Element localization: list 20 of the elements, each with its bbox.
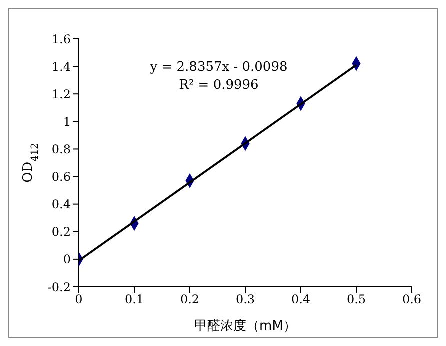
x-tick-label: 0.5	[346, 292, 366, 307]
y-tick-label: 0	[63, 252, 71, 267]
y-tick-label: 1.4	[52, 60, 72, 74]
x-tick-label: 0.6	[402, 292, 422, 307]
y-tick-label: 1	[63, 114, 71, 129]
x-tick-label: 0.1	[124, 292, 144, 307]
y-tick-label: 1.6	[52, 32, 71, 46]
x-axis-title: 甲醛浓度（mM）	[194, 318, 296, 334]
x-tick-label: 0	[75, 292, 83, 307]
annotation: y = 2.8357x - 0.0098	[149, 60, 288, 75]
y-tick-label: 0.8	[52, 142, 71, 156]
y-tick-label: 1.2	[52, 87, 71, 102]
y-tick-label: 0.6	[52, 170, 71, 184]
y-tick-label: 0.4	[52, 198, 72, 212]
x-tick-label: 0.3	[236, 292, 256, 307]
x-tick-label: 0.4	[291, 292, 311, 307]
y-tick-label: 0.2	[52, 225, 71, 240]
annotation: R² = 0.9996	[179, 78, 259, 93]
x-tick-label: 0.2	[180, 292, 200, 307]
y-tick-label: -0.2	[48, 280, 71, 294]
